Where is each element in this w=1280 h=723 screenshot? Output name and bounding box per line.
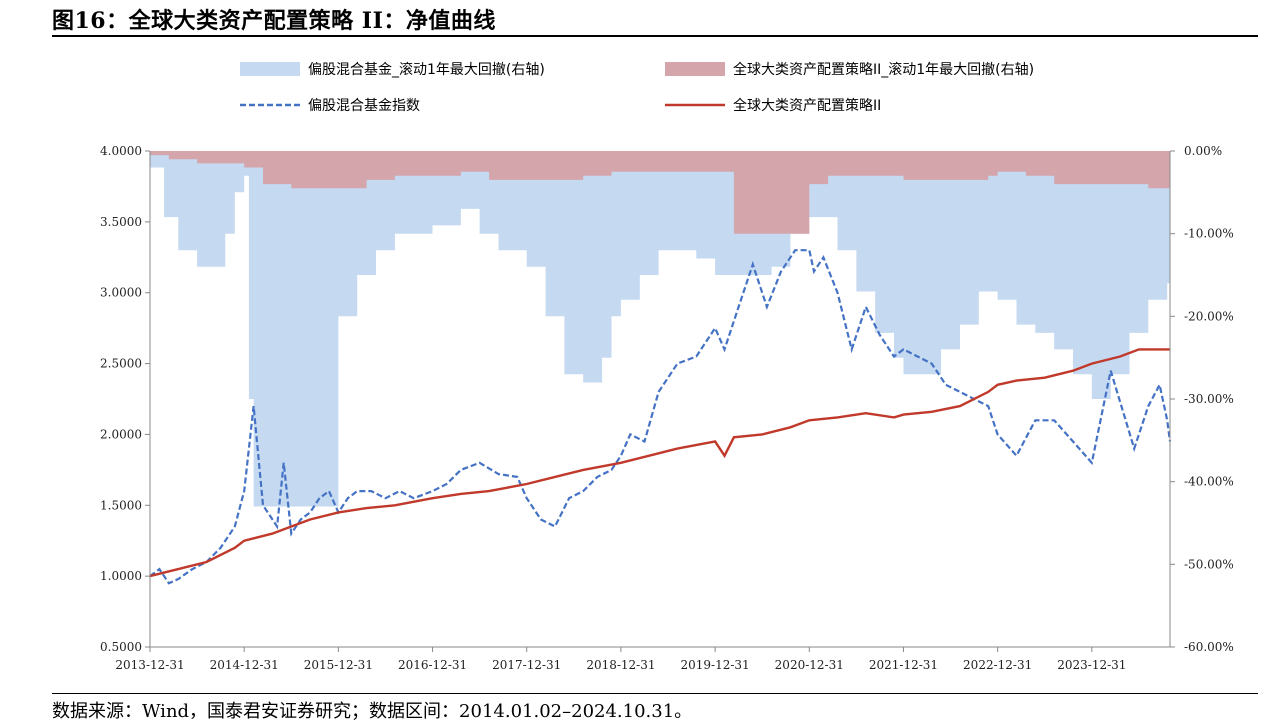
y-left-tick-label: 1.5000: [100, 498, 142, 512]
legend: 偏股混合基金_滚动1年最大回撤(右轴) 全球大类资产配置策略II_滚动1年最大回撤…: [240, 61, 1034, 114]
x-tick-label: 2014-12-31: [210, 658, 279, 672]
figure-source: 数据来源：Wind，国泰君安证券研究；数据区间：2014.01.02–2024.…: [52, 701, 693, 722]
y-right-tick-label: -40.00%: [1184, 475, 1234, 489]
y-left-tick-label: 0.5000: [100, 640, 142, 654]
y-left-tick-label: 1.0000: [100, 569, 142, 583]
y-right-tick-label: -60.00%: [1184, 640, 1234, 654]
x-tick-label: 2020-12-31: [775, 658, 844, 672]
y-left-tick-label: 3.5000: [100, 215, 142, 229]
y-left-tick-label: 3.0000: [100, 286, 142, 300]
axes: 4.0000 3.5000 3.0000 2.5000 2.0000 1.5000 1.00…: [100, 144, 1234, 672]
legend-swatch-area: [240, 62, 300, 76]
y-left-tick-label: 2.5000: [100, 357, 142, 371]
source-divider: [52, 693, 1258, 694]
x-tick-label: 2017-12-31: [492, 658, 561, 672]
x-tick-label: 2015-12-31: [304, 658, 373, 672]
y-right-tick-label: -20.00%: [1184, 309, 1234, 323]
legend-label: 全球大类资产配置策略II: [733, 97, 881, 114]
x-tick-label: 2023-12-31: [1057, 658, 1126, 672]
drawdown-areas: [150, 151, 1170, 507]
y-right-tick-label: -50.00%: [1184, 557, 1234, 571]
strategy-drawdown-area: [150, 151, 1170, 234]
x-tick-label: 2019-12-31: [681, 658, 750, 672]
y-right-tick-label: -10.00%: [1184, 227, 1234, 241]
legend-label: 偏股混合基金指数: [308, 97, 420, 114]
x-tick-label: 2013-12-31: [115, 658, 184, 672]
title-divider: [52, 35, 1258, 37]
figure-title: 图16：全球大类资产配置策略 II：净值曲线: [52, 8, 496, 34]
y-left-tick-label: 2.0000: [100, 427, 142, 441]
legend-label: 偏股混合基金_滚动1年最大回撤(右轴): [308, 61, 545, 78]
nav-lines: [149, 249, 1172, 585]
chart-canvas: 偏股混合基金_滚动1年最大回撤(右轴) 全球大类资产配置策略II_滚动1年最大回撤…: [100, 61, 1234, 672]
fund-drawdown-area: [150, 151, 1170, 507]
y-right-tick-label: 0.00%: [1184, 144, 1222, 158]
fund-index-line: [149, 249, 1172, 585]
x-tick-label: 2018-12-31: [586, 658, 655, 672]
y-left-tick-label: 4.0000: [100, 144, 142, 158]
legend-label: 全球大类资产配置策略II_滚动1年最大回撤(右轴): [733, 61, 1034, 78]
x-tick-label: 2021-12-31: [869, 658, 938, 672]
legend-swatch-area: [665, 62, 725, 76]
x-tick-label: 2022-12-31: [963, 658, 1032, 672]
x-tick-label: 2016-12-31: [398, 658, 467, 672]
strategy-line: [149, 348, 1170, 578]
y-right-tick-label: -30.00%: [1184, 392, 1234, 406]
